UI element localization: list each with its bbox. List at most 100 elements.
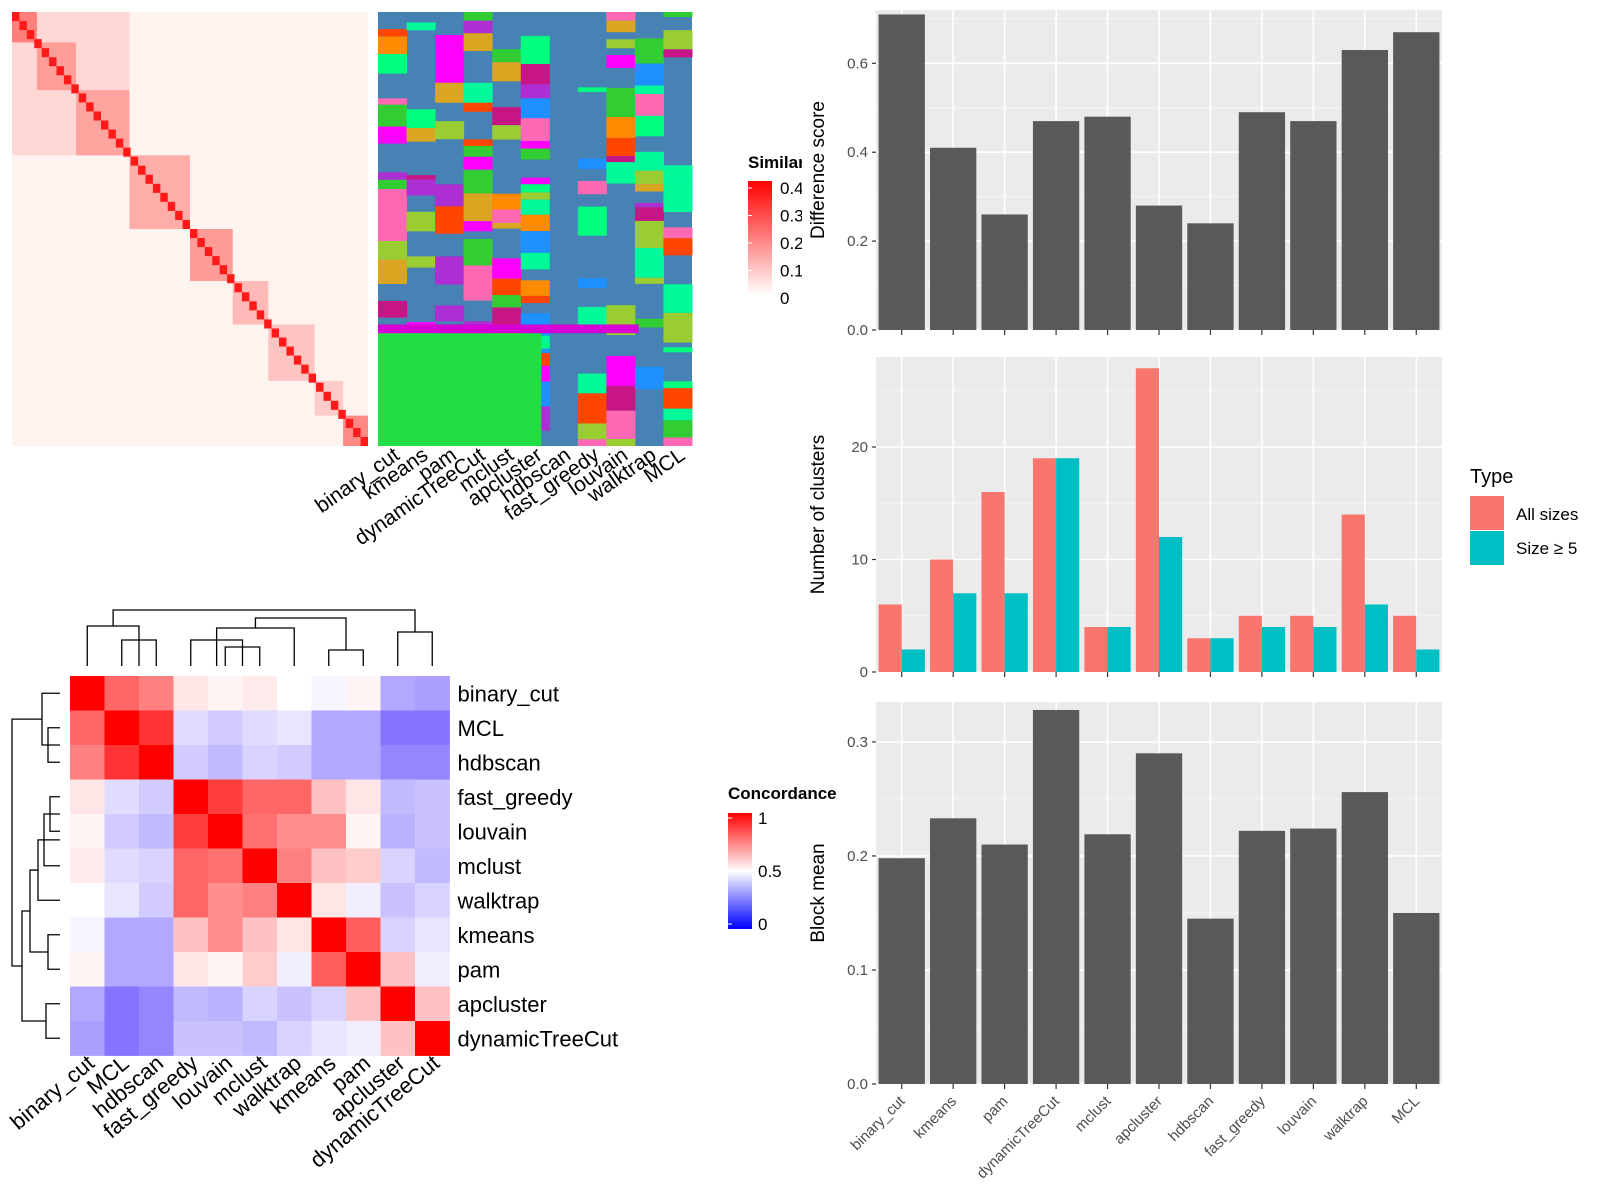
concordance-cell bbox=[346, 1021, 381, 1056]
concordance-row-label: binary_cut bbox=[458, 681, 560, 706]
concordance-cell bbox=[380, 710, 416, 746]
cluster-band bbox=[406, 256, 436, 268]
dendrogram-branch bbox=[254, 617, 347, 650]
concordance-cell bbox=[415, 917, 450, 953]
concordance-cell bbox=[104, 779, 140, 815]
concordance-cell bbox=[277, 986, 312, 1022]
cluster-band bbox=[406, 175, 436, 180]
concordance-cell bbox=[415, 814, 450, 849]
similarity-diagonal-cell bbox=[41, 48, 50, 58]
y-tick-label: 0.0 bbox=[847, 322, 868, 339]
y-tick-label: 20 bbox=[851, 439, 868, 456]
cluster-band bbox=[577, 158, 607, 169]
bar bbox=[1238, 112, 1286, 330]
similarity-legend-tick-label: 0.1 bbox=[780, 262, 804, 281]
x-tick-label: MCL bbox=[1389, 1093, 1423, 1127]
y-tick-label: 0 bbox=[860, 664, 868, 681]
concordance-cell bbox=[415, 986, 450, 1022]
concordance-cell bbox=[415, 848, 450, 884]
cluster-band bbox=[634, 38, 664, 64]
cluster-band bbox=[663, 347, 693, 353]
x-tick-label: louvain bbox=[1275, 1093, 1321, 1139]
concordance-cell bbox=[139, 1021, 174, 1056]
bar bbox=[1393, 32, 1440, 330]
cluster-band bbox=[520, 231, 550, 253]
similarity-diagonal-cell bbox=[234, 283, 242, 293]
bar bbox=[878, 604, 902, 672]
concordance-cell bbox=[242, 883, 278, 918]
concordance-cell bbox=[208, 1021, 243, 1056]
concordance-cell bbox=[380, 814, 416, 849]
similarity-diagonal-cell bbox=[78, 93, 87, 103]
concordance-cell bbox=[242, 917, 278, 953]
concordance-cells bbox=[70, 676, 450, 1056]
cluster-band bbox=[520, 140, 550, 149]
cluster-band bbox=[634, 202, 664, 208]
concordance-cell bbox=[346, 952, 381, 987]
concordance-cell bbox=[277, 814, 312, 849]
concordance-cell bbox=[208, 814, 243, 849]
cluster-band bbox=[634, 94, 664, 116]
concordance-legend: Concordance 10.50 bbox=[728, 784, 837, 934]
similarity-legend-ticks: 0.4 0.3 0.2 0.1 0 bbox=[748, 179, 804, 308]
cluster-band bbox=[606, 55, 636, 68]
concordance-cell bbox=[242, 848, 278, 884]
concordance-cell bbox=[242, 814, 278, 849]
dendrogram-branch bbox=[328, 649, 364, 666]
similarity-diagonal-cell bbox=[130, 156, 139, 166]
similarity-diagonal-cell bbox=[293, 355, 302, 365]
cluster-band bbox=[492, 193, 522, 210]
similarity-diagonal-cell bbox=[86, 102, 94, 112]
y-tick-label: 0.6 bbox=[847, 55, 868, 72]
cluster-band bbox=[520, 64, 550, 85]
similarity-diagonal-cell bbox=[93, 111, 101, 121]
similarity-diagonal-cell bbox=[353, 427, 361, 437]
concordance-row-label: pam bbox=[458, 957, 501, 982]
concordance-cell bbox=[277, 883, 312, 918]
concordance-cell bbox=[346, 883, 381, 918]
similarity-colorbar bbox=[748, 181, 772, 295]
similarity-diagonal bbox=[12, 12, 368, 446]
concordance-row-label: mclust bbox=[458, 854, 522, 879]
cluster-band bbox=[606, 156, 636, 163]
cluster-band bbox=[492, 125, 522, 140]
similarity-diagonal-cell bbox=[115, 138, 124, 148]
cluster-band bbox=[435, 206, 465, 234]
cluster-method-labels: binary_cutkmeanspamdynamicTreeCutmclusta… bbox=[311, 443, 689, 550]
cluster-band bbox=[463, 193, 493, 222]
similarity-diagonal-cell bbox=[360, 436, 368, 446]
cluster-band bbox=[606, 20, 636, 33]
cluster-band bbox=[435, 305, 465, 322]
concordance-cell bbox=[380, 952, 416, 987]
concordance-cell bbox=[242, 710, 278, 746]
concordance-cell bbox=[311, 952, 347, 987]
concordance-cell bbox=[173, 848, 209, 884]
cluster-band bbox=[606, 12, 636, 21]
cluster-band bbox=[378, 333, 542, 446]
concordance-cell bbox=[70, 952, 105, 987]
similarity-diagonal-cell bbox=[123, 147, 131, 157]
bar bbox=[1135, 368, 1159, 672]
cluster-band bbox=[634, 151, 664, 171]
concordance-cell bbox=[380, 1021, 416, 1056]
bar bbox=[1084, 834, 1131, 1084]
concordance-cell bbox=[173, 986, 209, 1022]
cluster-band bbox=[663, 408, 693, 421]
cluster-band bbox=[463, 277, 493, 301]
bar bbox=[1135, 753, 1183, 1084]
cluster-assignment-panel: binary_cutkmeanspamdynamicTreeCutmclusta… bbox=[311, 12, 693, 550]
cluster-band bbox=[378, 29, 408, 37]
similarity-diagonal-cell bbox=[19, 21, 27, 31]
dendrogram-branch bbox=[21, 910, 46, 1022]
concordance-cell bbox=[104, 986, 140, 1022]
bar bbox=[1032, 709, 1080, 1084]
similarity-diagonal-cell bbox=[49, 57, 57, 67]
cluster-band bbox=[378, 210, 408, 241]
concordance-row-label: MCL bbox=[458, 716, 504, 741]
similarity-diagonal-cell bbox=[256, 310, 265, 320]
concordance-cell bbox=[104, 814, 140, 849]
cluster-band bbox=[606, 385, 636, 411]
cluster-band bbox=[492, 49, 522, 63]
similarity-diagonal-cell bbox=[167, 201, 176, 211]
